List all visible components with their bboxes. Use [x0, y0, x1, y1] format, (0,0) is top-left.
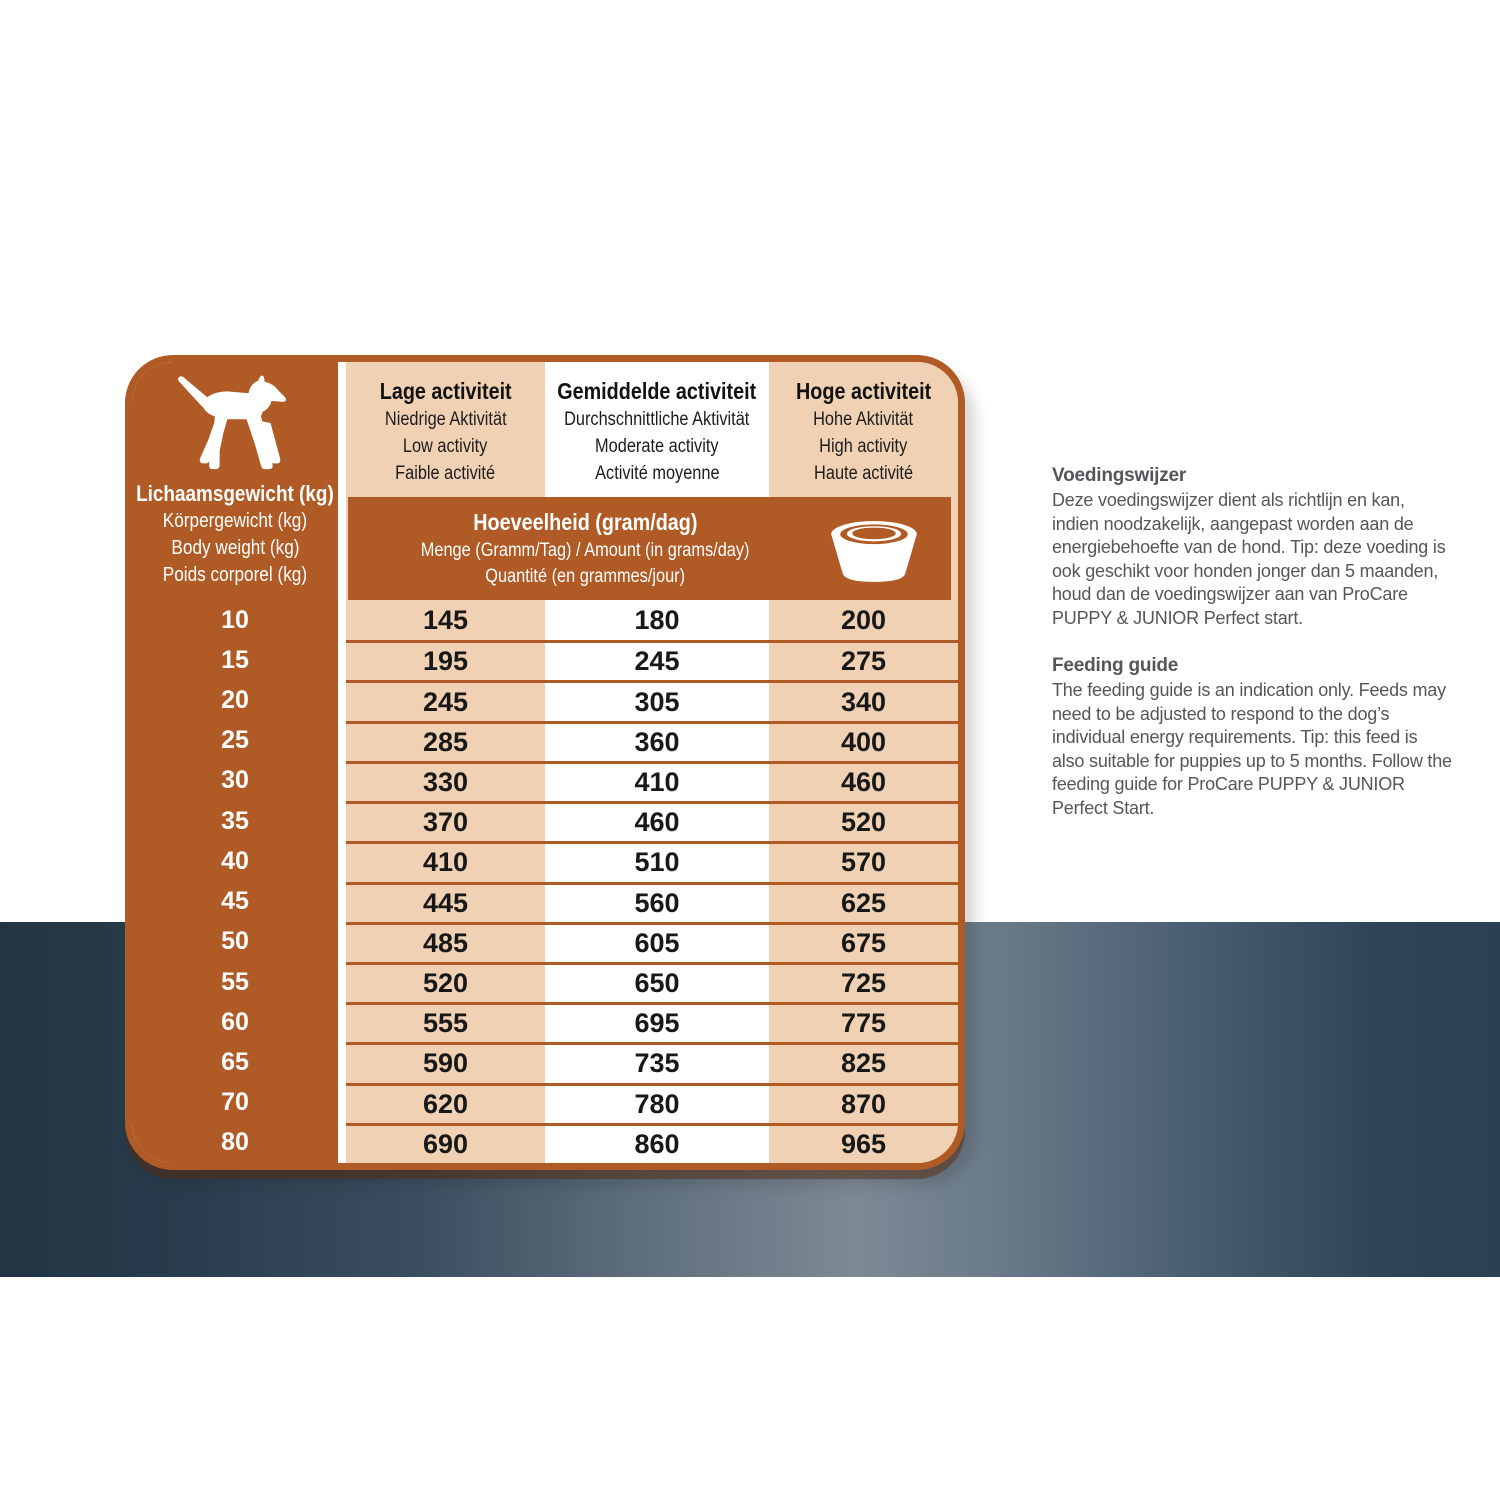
amount-title: Hoeveelheid (gram/dag)	[473, 509, 698, 535]
value-cell-moderate: 360	[545, 720, 769, 761]
amount-header-row: Hoeveelheid (gram/dag) Menge (Gramm/Tag)…	[346, 497, 958, 600]
value-cell-high: 400	[769, 720, 958, 761]
value-cell-moderate: 695	[545, 1002, 769, 1043]
weight-header-labels: Lichaamsgewicht (kg) Körpergewicht (kg) …	[132, 479, 350, 591]
weight-cell: 80	[132, 1122, 338, 1163]
feeding-table-card: Lichaamsgewicht (kg) Körpergewicht (kg) …	[125, 355, 965, 1170]
weight-cell: 40	[132, 841, 338, 882]
value-cell-high: 570	[769, 841, 958, 882]
en-feeding-guide-body: The feeding guide is an indication only.…	[1052, 680, 1452, 818]
weight-cell: 30	[132, 760, 338, 802]
moderate-activity-title: Gemiddelde activiteit	[557, 378, 757, 404]
value-cell-moderate: 245	[545, 640, 769, 681]
value-cell-high: 965	[769, 1122, 958, 1163]
feeding-grid: Lichaamsgewicht (kg) Körpergewicht (kg) …	[132, 362, 958, 1163]
value-cell-high: 725	[769, 961, 958, 1003]
weight-cell: 60	[132, 1002, 338, 1043]
value-cell-low: 410	[346, 841, 545, 882]
moderate-activity-sub-fr: Activité moyenne	[594, 463, 720, 484]
value-cell-low: 690	[346, 1122, 545, 1163]
weight-header-sub-de: Körpergewicht (kg)	[162, 510, 308, 532]
weight-cell: 45	[132, 881, 338, 922]
value-cell-low: 195	[346, 640, 545, 681]
side-text-block: Voedingswijzer Deze voedingswijzer dient…	[1052, 464, 1454, 844]
weight-cell: 65	[132, 1042, 338, 1083]
dog-silhouette-icon	[178, 375, 287, 470]
low-activity-sub-de: Niedrige Aktivität	[384, 409, 507, 430]
value-cell-moderate: 735	[545, 1042, 769, 1083]
nl-feeding-guide-heading: Voedingswijzer	[1052, 465, 1187, 486]
dog-bowl-icon	[831, 520, 917, 582]
low-activity-sub-fr: Faible activité	[395, 463, 496, 484]
high-activity-sub-en: High activity	[819, 436, 908, 457]
value-cell-moderate: 650	[545, 961, 769, 1003]
moderate-activity-sub-de: Durchschnittliche Aktivität	[564, 409, 750, 430]
value-cell-low: 555	[346, 1002, 545, 1043]
weight-cell: 10	[132, 600, 338, 641]
value-cell-moderate: 410	[545, 760, 769, 802]
high-activity-sub-fr: Haute activité	[813, 463, 914, 484]
value-cell-high: 340	[769, 680, 958, 721]
value-cell-moderate: 860	[545, 1122, 769, 1163]
weight-cell: 55	[132, 961, 338, 1003]
value-cell-low: 285	[346, 720, 545, 761]
value-cell-low: 445	[346, 881, 545, 922]
value-cell-moderate: 180	[545, 600, 769, 641]
value-cell-high: 825	[769, 1042, 958, 1083]
value-cell-low: 370	[346, 801, 545, 842]
column-header-high-activity: Hoge activiteit Hohe Aktivität High acti…	[769, 362, 958, 497]
value-cell-high: 520	[769, 801, 958, 842]
value-cell-moderate: 305	[545, 680, 769, 721]
value-cell-low: 520	[346, 961, 545, 1003]
value-cell-low: 590	[346, 1042, 545, 1083]
weight-cell: 15	[132, 640, 338, 681]
amount-header-labels: Hoeveelheid (gram/dag) Menge (Gramm/Tag)…	[348, 507, 823, 590]
en-feeding-guide-heading: Feeding guide	[1052, 655, 1179, 676]
value-cell-high: 625	[769, 881, 958, 922]
value-cell-moderate: 460	[545, 801, 769, 842]
value-cell-low: 245	[346, 680, 545, 721]
weight-header-sub-fr: Poids corporel (kg)	[162, 564, 308, 586]
weight-header-sub-en: Body weight (kg)	[170, 537, 300, 559]
value-cell-high: 200	[769, 600, 958, 641]
weight-header-title: Lichaamsgewicht (kg)	[136, 481, 334, 506]
high-activity-sub-de: Hohe Aktivität	[813, 409, 914, 430]
value-cell-high: 775	[769, 1002, 958, 1043]
value-cell-high: 460	[769, 760, 958, 802]
value-cell-moderate: 780	[545, 1082, 769, 1123]
column-header-low-activity: Lage activiteit Niedrige Aktivität Low a…	[346, 362, 545, 497]
amount-sub-de-en: Menge (Gramm/Tag) / Amount (in grams/day…	[421, 540, 750, 561]
value-cell-moderate: 605	[545, 921, 769, 962]
value-cell-low: 620	[346, 1082, 545, 1123]
value-cell-high: 675	[769, 921, 958, 962]
value-cell-low: 485	[346, 921, 545, 962]
weight-cell: 70	[132, 1082, 338, 1123]
weight-cell: 20	[132, 680, 338, 721]
low-activity-sub-en: Low activity	[403, 436, 488, 457]
weight-cell: 35	[132, 801, 338, 842]
low-activity-title: Lage activiteit	[379, 378, 512, 404]
column-header-moderate-activity: Gemiddelde activiteit Durchschnittliche …	[545, 362, 769, 497]
moderate-activity-sub-en: Moderate activity	[595, 436, 719, 457]
weight-cell: 25	[132, 720, 338, 761]
value-cell-moderate: 510	[545, 841, 769, 882]
high-activity-title: Hoge activiteit	[795, 378, 932, 404]
value-cell-moderate: 560	[545, 881, 769, 922]
value-cell-low: 145	[346, 600, 545, 641]
value-cell-high: 275	[769, 640, 958, 681]
amount-sub-fr: Quantité (en grammes/jour)	[485, 566, 686, 587]
value-cell-high: 870	[769, 1082, 958, 1123]
weight-cell: 50	[132, 921, 338, 962]
value-cell-low: 330	[346, 760, 545, 802]
amount-header-bar: Hoeveelheid (gram/dag) Menge (Gramm/Tag)…	[348, 497, 951, 600]
weight-header-cell: Lichaamsgewicht (kg) Körpergewicht (kg) …	[132, 362, 338, 600]
nl-feeding-guide-body: Deze voedingswijzer dient als richtlijn …	[1052, 490, 1446, 628]
column-gutter	[338, 362, 346, 1163]
